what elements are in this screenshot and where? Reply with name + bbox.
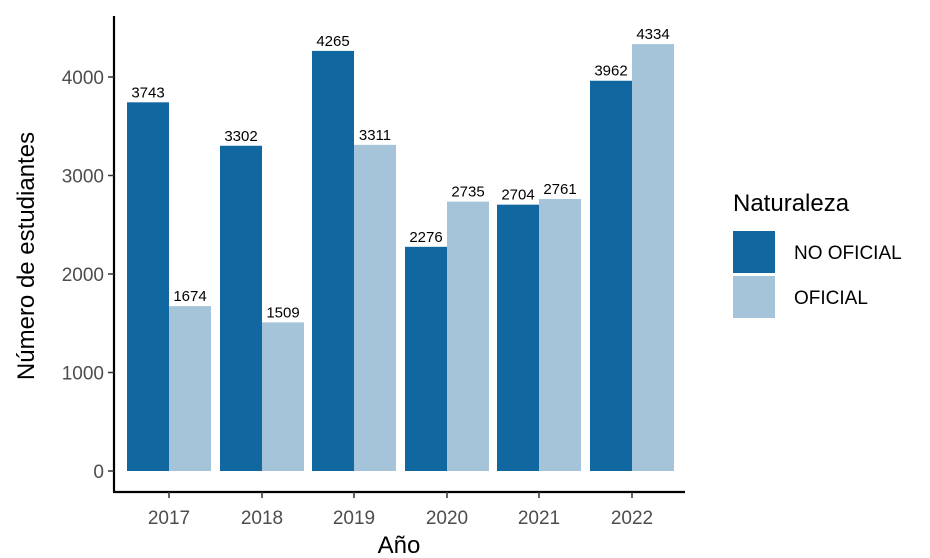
bar bbox=[312, 51, 354, 471]
data-label: 3311 bbox=[359, 127, 391, 144]
bar bbox=[169, 306, 211, 471]
y-tick-label: 2000 bbox=[62, 265, 104, 286]
x-tick-label: 2022 bbox=[611, 508, 653, 529]
x-axis-ticks: 2017 2018 2019 2020 2021 2022 bbox=[148, 492, 653, 529]
legend-swatch bbox=[733, 231, 775, 273]
x-axis-title: Año bbox=[378, 532, 421, 558]
data-label: 3962 bbox=[594, 63, 627, 80]
y-tick-label: 1000 bbox=[62, 364, 104, 385]
y-tick-label: 4000 bbox=[62, 68, 104, 89]
data-label: 1674 bbox=[173, 288, 206, 305]
y-tick-label: 3000 bbox=[62, 167, 104, 188]
bar bbox=[405, 247, 447, 471]
data-label: 3302 bbox=[224, 128, 257, 145]
bar bbox=[127, 102, 169, 471]
bar bbox=[447, 202, 489, 471]
legend-swatch bbox=[733, 276, 775, 318]
data-label: 2761 bbox=[543, 181, 576, 198]
legend: Naturaleza NO OFICIAL OFICIAL bbox=[733, 190, 902, 318]
data-label: 2735 bbox=[451, 184, 484, 201]
y-axis-title: Número de estudiantes bbox=[13, 132, 40, 380]
data-label: 2276 bbox=[409, 229, 442, 246]
data-label: 2704 bbox=[501, 187, 534, 204]
y-tick-label: 0 bbox=[93, 462, 104, 483]
legend-label: OFICIAL bbox=[794, 288, 868, 309]
x-tick-label: 2019 bbox=[333, 508, 375, 529]
y-axis-ticks: 0 1000 2000 3000 4000 bbox=[62, 68, 114, 483]
bar bbox=[632, 44, 674, 471]
bar bbox=[497, 205, 539, 471]
data-label: 3743 bbox=[131, 84, 164, 101]
data-label: 1509 bbox=[266, 304, 299, 321]
data-label: 4334 bbox=[636, 26, 669, 43]
legend-title: Naturaleza bbox=[733, 190, 850, 217]
x-tick-label: 2021 bbox=[518, 508, 560, 529]
data-label: 4265 bbox=[316, 33, 349, 50]
x-tick-label: 2018 bbox=[241, 508, 283, 529]
legend-label: NO OFICIAL bbox=[794, 243, 902, 264]
x-tick-label: 2017 bbox=[148, 508, 190, 529]
bar bbox=[354, 145, 396, 471]
bar bbox=[590, 81, 632, 471]
x-tick-label: 2020 bbox=[426, 508, 468, 529]
bar bbox=[539, 199, 581, 471]
plot-area: 3743 1674 3302 1509 4265 3311 2276 2735 2704 2761… bbox=[127, 26, 674, 471]
bar bbox=[262, 322, 304, 471]
bar bbox=[220, 146, 262, 471]
